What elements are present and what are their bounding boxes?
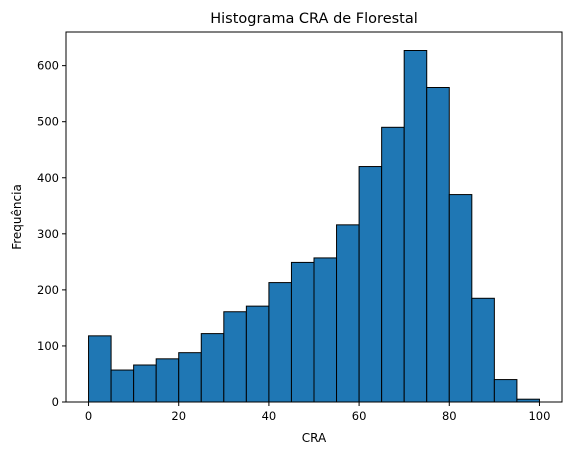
y-axis-label: Frequência: [10, 184, 24, 250]
y-tick-label: 100: [37, 339, 59, 353]
bar-11: [336, 224, 360, 403]
x-tick-label: 20: [171, 409, 186, 423]
bar-0: [88, 335, 112, 403]
x-tick-label: 80: [442, 409, 457, 423]
bar-8: [268, 282, 292, 403]
bar-7: [245, 305, 270, 403]
bar-2: [133, 364, 157, 403]
chart-title: Histograma CRA de Florestal: [210, 11, 418, 27]
bar-18: [493, 379, 518, 403]
y-tick-label: 0: [52, 395, 59, 409]
x-tick-label: 60: [352, 409, 367, 423]
x-axis-label: CRA: [302, 431, 327, 445]
bar-17: [471, 297, 495, 403]
x-tick-label: 40: [262, 409, 277, 423]
bar-16: [448, 194, 473, 403]
bar-14: [403, 50, 428, 403]
bar-3: [155, 358, 180, 403]
x-axis-ticks: 0 20 40 60 80 100: [85, 402, 550, 423]
y-axis-ticks: 0 100 200 300 400 500 600: [37, 59, 66, 409]
bar-13: [381, 126, 405, 403]
y-tick-label: 300: [37, 227, 59, 241]
y-tick-label: 500: [37, 115, 59, 129]
plot-frame: [65, 31, 563, 403]
bar-1: [110, 369, 135, 403]
x-tick-label: 0: [85, 409, 92, 423]
x-tick-label: 100: [528, 409, 550, 423]
bar-4: [178, 352, 202, 403]
y-tick-label: 200: [37, 283, 59, 297]
bar-5: [200, 333, 225, 403]
bar-10: [313, 257, 338, 403]
bars-group: [88, 50, 540, 403]
y-tick-label: 400: [37, 171, 59, 185]
bar-12: [358, 166, 383, 403]
bar-15: [426, 87, 450, 403]
y-tick-label: 600: [37, 59, 59, 73]
bar-9: [290, 261, 315, 403]
bar-6: [223, 311, 247, 403]
